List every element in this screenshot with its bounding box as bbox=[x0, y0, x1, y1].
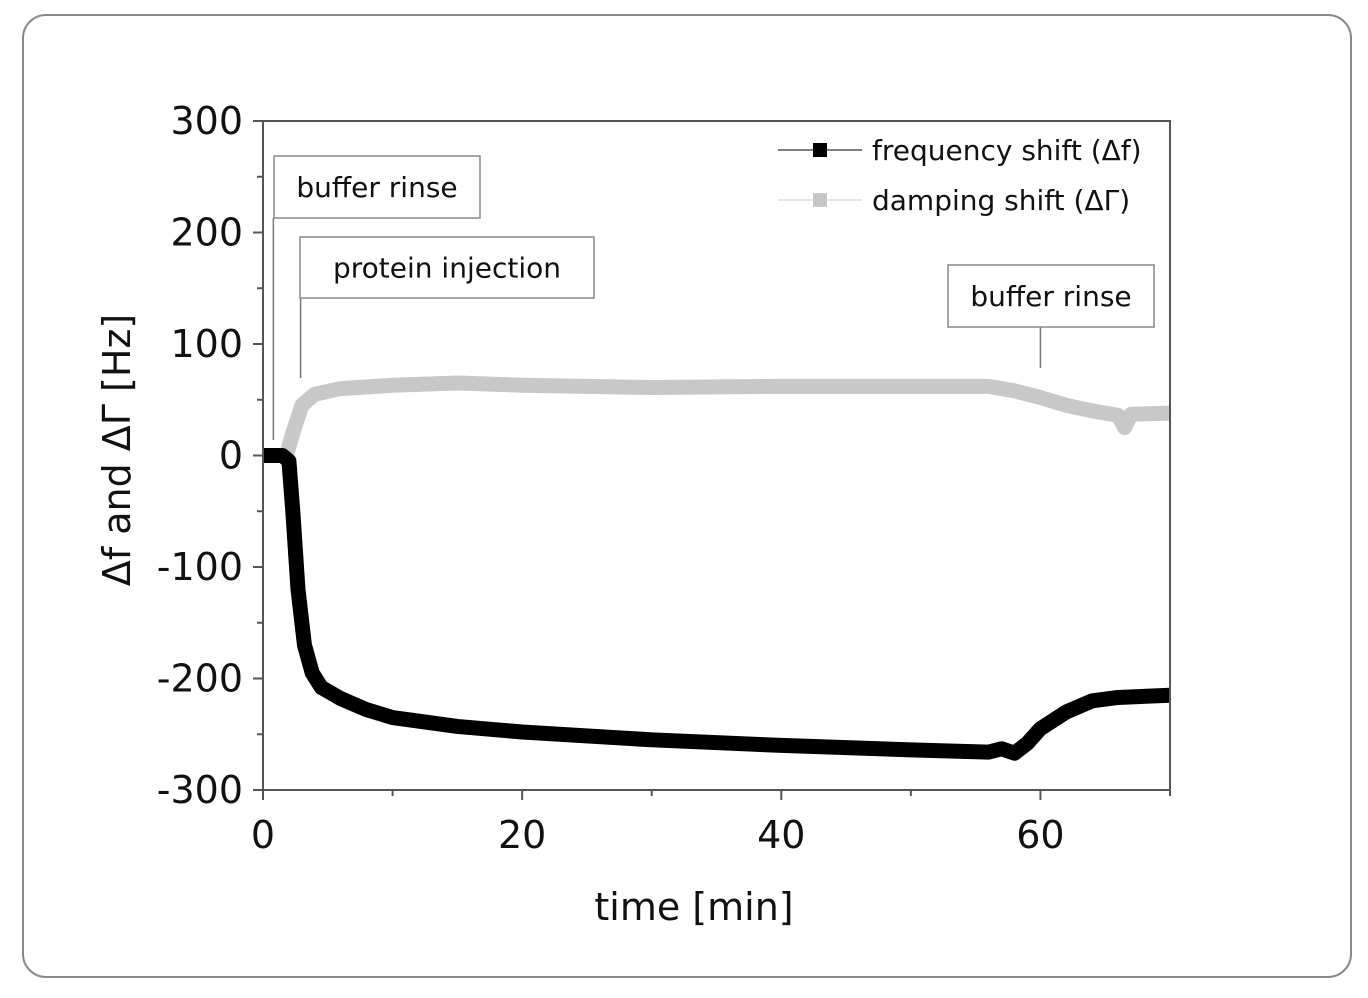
series-line-frequency bbox=[263, 448, 1171, 761]
y-tick-label: 100 bbox=[170, 322, 243, 366]
annotation-box bbox=[299, 236, 595, 299]
annotation-box bbox=[947, 264, 1155, 328]
legend-label-frequency: frequency shift (Δf) bbox=[872, 134, 1142, 167]
plot-area-border bbox=[262, 120, 1171, 791]
annotation-label: buffer rinse bbox=[296, 171, 457, 204]
y-tick-label: 200 bbox=[170, 211, 243, 255]
y-tick-label: -300 bbox=[157, 768, 243, 812]
legend-marker-frequency bbox=[813, 143, 827, 157]
series-line-damping bbox=[263, 375, 1171, 463]
legend: frequency shift (Δf) damping shift (ΔΓ) bbox=[778, 134, 1142, 217]
annotation-2: protein injection bbox=[299, 236, 595, 378]
annotation-3: buffer rinse bbox=[947, 264, 1155, 368]
legend-label-damping: damping shift (ΔΓ) bbox=[872, 184, 1130, 217]
annotation-label: protein injection bbox=[333, 252, 561, 285]
annotation-1: buffer rinse bbox=[272, 155, 481, 440]
annotation-box bbox=[273, 155, 481, 219]
y-tick-label: -200 bbox=[157, 657, 243, 701]
x-tick-label: 40 bbox=[757, 813, 805, 857]
legend-marker-damping bbox=[813, 193, 827, 207]
annotation-label: buffer rinse bbox=[970, 280, 1131, 313]
figure-frame bbox=[22, 14, 1352, 978]
y-tick-label: 0 bbox=[219, 434, 243, 478]
x-tick-label: 60 bbox=[1016, 813, 1064, 857]
x-tick-label: 0 bbox=[251, 813, 275, 857]
x-tick-label: 20 bbox=[498, 813, 546, 857]
y-tick-label: -100 bbox=[157, 545, 243, 589]
y-tick-label: 300 bbox=[170, 99, 243, 143]
y-axis-label: Δf and ΔΓ [Hz] bbox=[95, 314, 139, 586]
x-axis-label: time [min] bbox=[594, 885, 793, 929]
